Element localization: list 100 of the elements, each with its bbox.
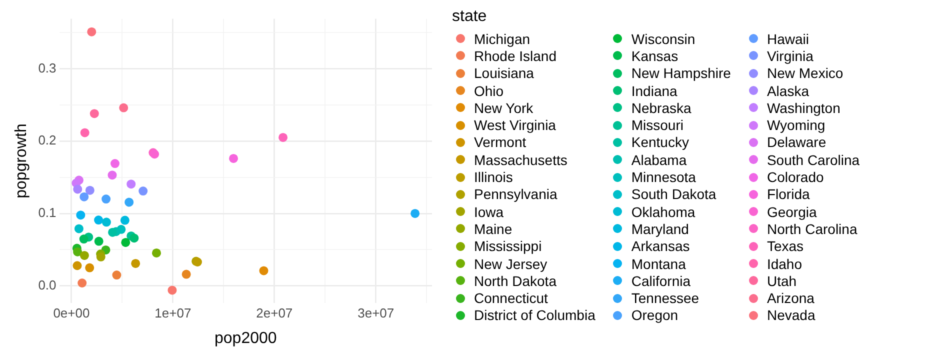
legend-label: Alabama bbox=[631, 152, 687, 168]
legend-label: South Carolina bbox=[766, 152, 860, 168]
y-tick-label: 0.2 bbox=[38, 132, 56, 148]
legend-label: Utah bbox=[766, 272, 797, 289]
point bbox=[94, 236, 104, 246]
x-tick-label: 1e+07 bbox=[154, 306, 192, 321]
point bbox=[87, 27, 96, 36]
point bbox=[131, 258, 140, 268]
legend-label: Oregon bbox=[631, 307, 678, 324]
point bbox=[124, 198, 134, 207]
legend-label: California bbox=[631, 272, 691, 289]
x-axis-title: pop2000 bbox=[214, 330, 277, 347]
legend-label: New York bbox=[474, 100, 534, 116]
legend-label: Oklahoma bbox=[631, 204, 696, 220]
legend-label: Wyoming bbox=[766, 117, 826, 134]
legend-label: Rhode Island bbox=[474, 48, 557, 64]
point bbox=[121, 238, 130, 247]
point bbox=[119, 103, 128, 112]
point bbox=[72, 261, 82, 270]
point bbox=[130, 234, 139, 243]
point bbox=[80, 250, 89, 260]
legend-label: Ohio bbox=[474, 82, 504, 99]
y-axis-title: popgrowth bbox=[13, 124, 30, 198]
point bbox=[74, 224, 84, 234]
point bbox=[120, 216, 130, 225]
point bbox=[102, 194, 111, 204]
legend-label: Mississippi bbox=[474, 238, 542, 254]
point bbox=[259, 266, 268, 276]
legend-label: Indiana bbox=[631, 82, 678, 99]
legend-label: Wisconsin bbox=[631, 30, 696, 47]
y-tick-label: 0.3 bbox=[38, 60, 56, 76]
legend-label: Kentucky bbox=[631, 134, 689, 150]
x-tick-label: 2e+07 bbox=[256, 306, 293, 321]
legend-label: Virginia bbox=[766, 48, 814, 64]
point bbox=[73, 184, 82, 194]
legend-label: North Dakota bbox=[474, 272, 556, 289]
legend-label: Vermont bbox=[474, 134, 526, 150]
point bbox=[80, 192, 89, 202]
point bbox=[102, 218, 111, 227]
point bbox=[108, 228, 118, 237]
legend-label: Delaware bbox=[766, 134, 826, 150]
legend-label: Georgia bbox=[766, 204, 817, 220]
legend-label: Florida bbox=[766, 186, 810, 202]
legend-label: Minnesota bbox=[631, 169, 696, 186]
legend-label: Alaska bbox=[766, 82, 809, 99]
point bbox=[229, 154, 238, 163]
point bbox=[90, 109, 99, 118]
point bbox=[80, 128, 90, 138]
legend-label: Tennessee bbox=[631, 290, 700, 306]
point bbox=[410, 208, 420, 218]
legend-label: Michigan bbox=[474, 30, 530, 47]
point bbox=[278, 132, 288, 142]
legend-label: Washington bbox=[766, 100, 840, 116]
legend-label: Iowa bbox=[474, 204, 504, 220]
point bbox=[112, 270, 122, 280]
legend-label: Arizona bbox=[766, 290, 814, 306]
legend-label: New Jersey bbox=[474, 256, 548, 272]
point bbox=[110, 159, 120, 168]
legend-label: Louisiana bbox=[474, 65, 534, 82]
legend-label: New Mexico bbox=[766, 65, 844, 82]
point bbox=[152, 248, 161, 258]
legend-label: Massachusetts bbox=[474, 152, 568, 168]
legend-label: South Dakota bbox=[631, 186, 716, 202]
point bbox=[85, 186, 94, 195]
legend-label: North Carolina bbox=[766, 220, 858, 237]
point bbox=[85, 263, 94, 272]
point bbox=[76, 210, 86, 220]
legend-label: Montana bbox=[631, 256, 686, 272]
point bbox=[138, 186, 148, 196]
legend-label: Colorado bbox=[766, 169, 824, 186]
legend-label: New Hampshire bbox=[631, 65, 731, 82]
point bbox=[126, 180, 136, 189]
legend-label: Maine bbox=[474, 220, 512, 237]
legend-label: Kansas bbox=[631, 48, 678, 64]
legend-label: Maryland bbox=[631, 220, 689, 237]
legend-label: Nevada bbox=[766, 307, 816, 324]
point bbox=[182, 270, 191, 279]
point bbox=[73, 247, 82, 256]
legend-label: Nebraska bbox=[631, 100, 692, 116]
legend-label: Connecticut bbox=[474, 290, 548, 306]
legend-label: Pennsylvania bbox=[474, 186, 558, 202]
legend-label: Idaho bbox=[766, 256, 802, 272]
legend-title: state bbox=[452, 8, 488, 26]
legend-label: Illinois bbox=[474, 169, 513, 186]
legend-label: Missouri bbox=[631, 117, 684, 134]
x-tick-label: 0e+00 bbox=[53, 306, 90, 321]
x-tick-label: 3e+07 bbox=[358, 306, 394, 321]
y-tick-label: 0.0 bbox=[38, 277, 56, 292]
legend-label: Texas bbox=[766, 238, 804, 254]
legend-label: Arkansas bbox=[631, 238, 690, 254]
point bbox=[108, 170, 117, 180]
legend-label: District of Columbia bbox=[474, 307, 596, 324]
point bbox=[79, 234, 88, 244]
point bbox=[78, 278, 87, 288]
legend-label: West Virginia bbox=[474, 117, 556, 134]
point bbox=[168, 286, 177, 295]
y-tick-label: 0.1 bbox=[38, 205, 56, 220]
legend-label: Hawaii bbox=[766, 30, 809, 47]
point bbox=[94, 216, 104, 225]
point bbox=[96, 252, 106, 262]
